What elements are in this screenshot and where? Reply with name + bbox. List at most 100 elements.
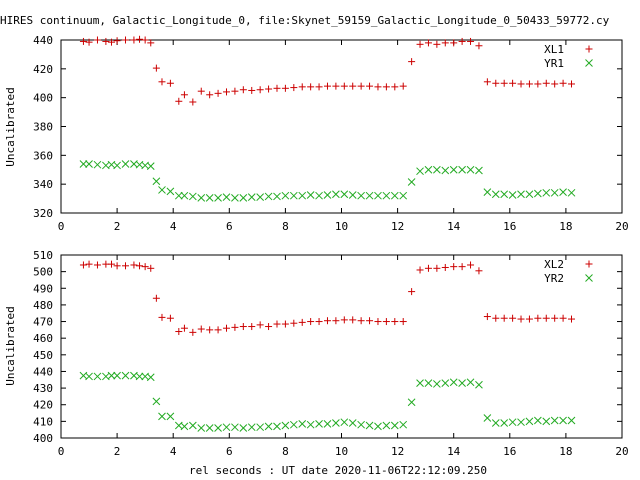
x-tick-label: 4 — [170, 445, 177, 458]
data-point — [265, 85, 273, 93]
data-point — [399, 420, 408, 429]
data-point — [281, 191, 290, 200]
data-point — [315, 191, 323, 200]
data-point — [298, 191, 307, 200]
data-point — [197, 424, 206, 432]
data-point — [214, 194, 222, 202]
y-axis-label: Uncalibrated — [4, 87, 17, 166]
x-tick-label: 18 — [559, 220, 572, 233]
data-point — [382, 318, 390, 326]
data-point — [534, 314, 542, 322]
data-point — [492, 79, 500, 87]
data-point — [458, 37, 466, 45]
data-point — [567, 416, 576, 425]
data-point — [416, 266, 424, 274]
data-point — [197, 87, 205, 95]
data-point — [491, 419, 500, 427]
series-YR1 — [79, 160, 576, 202]
data-point — [433, 264, 441, 272]
data-point — [248, 323, 256, 331]
data-point — [500, 314, 508, 322]
data-point — [500, 419, 509, 427]
data-point — [508, 191, 517, 199]
y-tick-label: 430 — [33, 382, 53, 395]
x-tick-label: 2 — [114, 220, 121, 233]
data-point — [366, 82, 374, 90]
data-point — [239, 86, 247, 94]
data-point — [374, 422, 382, 431]
data-point — [231, 423, 239, 432]
data-point — [559, 188, 567, 196]
y-tick-label: 490 — [33, 282, 53, 295]
data-point — [399, 318, 407, 326]
data-point — [121, 371, 130, 380]
data-point — [517, 315, 525, 323]
data-point — [107, 260, 115, 268]
data-point — [158, 313, 166, 321]
data-point — [323, 420, 332, 428]
y-tick-label: 410 — [33, 415, 53, 428]
data-point — [441, 379, 450, 387]
data-point — [374, 191, 382, 200]
data-point — [113, 262, 121, 270]
data-point — [107, 371, 116, 380]
data-point — [273, 84, 281, 92]
x-tick-label: 18 — [559, 445, 572, 458]
data-point — [85, 38, 93, 46]
series-XL1 — [79, 35, 576, 106]
data-point — [315, 83, 323, 91]
data-point — [93, 261, 101, 269]
data-point — [315, 420, 323, 428]
x-tick-label: 14 — [447, 445, 461, 458]
data-point — [289, 420, 298, 429]
x-tick-label: 10 — [335, 445, 348, 458]
data-point — [458, 263, 466, 271]
data-point — [416, 379, 424, 387]
data-point — [433, 40, 441, 48]
data-point — [147, 39, 155, 47]
data-point — [136, 262, 144, 270]
data-point — [483, 414, 492, 422]
data-point — [206, 326, 214, 334]
data-point — [407, 178, 416, 186]
data-point — [433, 380, 441, 388]
data-point — [248, 86, 256, 94]
data-point — [214, 326, 222, 334]
data-point — [307, 83, 315, 91]
data-point — [424, 264, 432, 272]
data-point — [247, 423, 256, 432]
x-tick-label: 2 — [114, 445, 121, 458]
data-point — [533, 189, 542, 198]
data-point — [205, 424, 214, 432]
data-point — [79, 261, 87, 269]
data-point — [374, 318, 382, 326]
data-point — [424, 379, 433, 387]
y-tick-label: 470 — [33, 316, 53, 329]
data-point — [382, 191, 391, 200]
data-point — [214, 89, 222, 97]
data-point — [158, 186, 166, 194]
data-point — [222, 324, 230, 332]
data-point — [391, 318, 399, 326]
data-point — [256, 193, 265, 201]
data-point — [483, 313, 491, 321]
data-point — [332, 82, 340, 90]
data-point — [357, 317, 365, 325]
x-tick-label: 12 — [391, 445, 404, 458]
top-panel: 0 2 4 6 8 10 12 14 16 18 20 320 340 360 380 400 420 440 Un… — [4, 34, 629, 233]
data-point — [475, 267, 483, 275]
data-point — [483, 188, 492, 196]
data-point — [475, 380, 483, 389]
data-point — [231, 87, 239, 95]
data-point — [206, 91, 214, 99]
data-point — [306, 420, 315, 429]
y-tick-label: 400 — [33, 92, 53, 105]
data-point — [197, 325, 205, 333]
data-point — [492, 314, 500, 322]
data-point — [222, 423, 231, 432]
data-point — [475, 42, 483, 50]
data-point — [399, 191, 408, 200]
data-point — [349, 316, 357, 324]
legend-marker — [585, 45, 593, 53]
